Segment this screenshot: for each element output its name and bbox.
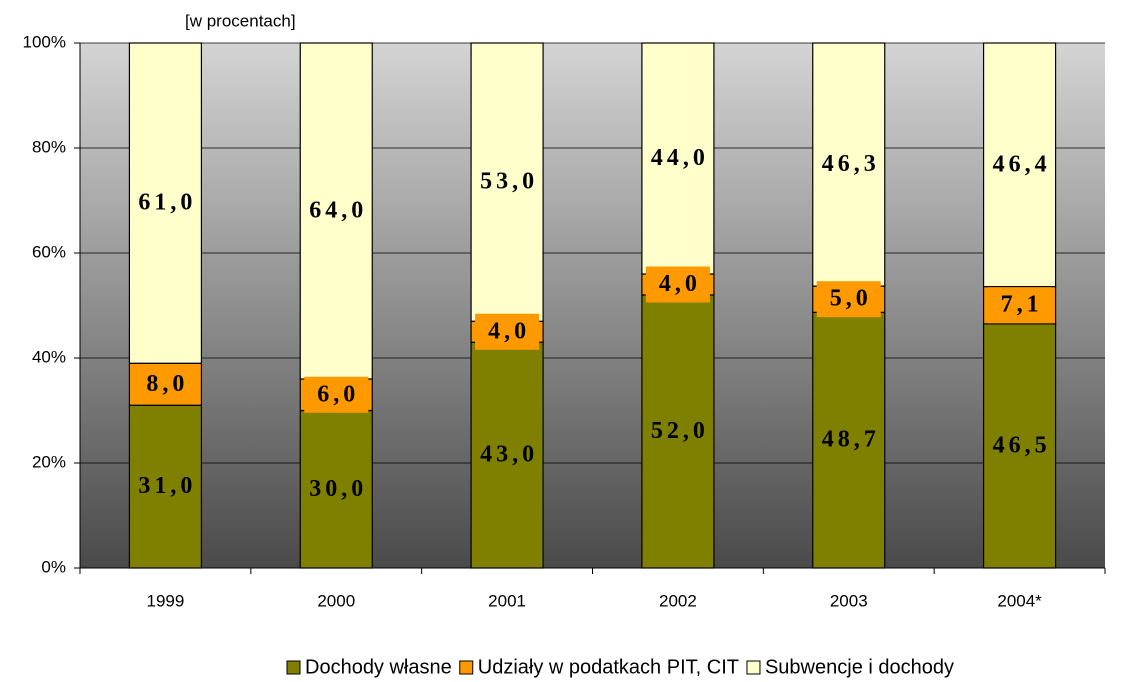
value-label: 8,0 (146, 371, 188, 397)
value-label: 46,5 (993, 432, 1051, 458)
legend-swatch (286, 660, 301, 675)
value-label: 43,0 (480, 442, 538, 468)
x-tick-label: 2000 (317, 591, 355, 610)
bar-segment (982, 323, 1057, 569)
y-tick-label: 20% (32, 452, 66, 471)
bar-segment (128, 404, 203, 569)
subtitle: [w procentach] (185, 11, 296, 30)
legend-label: Dochody własne (305, 656, 452, 678)
y-tick-label: 100% (23, 32, 66, 51)
bar-segment (641, 294, 715, 569)
value-label: 44,0 (651, 145, 709, 171)
value-label: 48,7 (822, 427, 880, 453)
label-background (816, 281, 881, 318)
legend-label: Subwencje i dochody (765, 656, 954, 678)
x-tick-label: 2001 (488, 591, 526, 610)
value-label: 52,0 (651, 418, 709, 444)
x-tick-label: 2004* (997, 591, 1042, 610)
value-label: 31,0 (138, 473, 196, 499)
bar-segment (470, 341, 544, 569)
x-tick-label: 2003 (830, 591, 868, 610)
value-label: 4,0 (488, 318, 530, 344)
bar-segment (812, 311, 886, 569)
value-label: 64,0 (309, 198, 367, 224)
value-label: 6,0 (317, 381, 359, 407)
value-label: 30,0 (309, 476, 367, 502)
label-background (645, 266, 710, 303)
bar-segment (982, 42, 1057, 288)
x-tick-label: 2002 (659, 591, 697, 610)
label-background (987, 287, 1052, 324)
legend-label: Udziały w podatkach PIT, CIT (478, 656, 739, 678)
legend-swatch (459, 660, 474, 675)
plot-area (80, 43, 1105, 568)
bar-segment (470, 42, 544, 322)
value-label: 61,0 (138, 190, 196, 216)
y-tick-label: 0% (41, 557, 66, 576)
value-label: 46,3 (822, 151, 880, 177)
label-background (475, 313, 540, 350)
value-label: 5,0 (830, 286, 872, 312)
legend-swatch (746, 660, 761, 675)
value-label: 7,1 (1001, 292, 1043, 318)
value-label: 53,0 (480, 169, 538, 195)
bar-segment (128, 42, 203, 364)
bar-segment (812, 42, 886, 287)
x-tick-label: 1999 (147, 591, 185, 610)
label-background (304, 376, 369, 413)
y-tick-label: 60% (32, 242, 66, 261)
value-label: 46,4 (993, 151, 1051, 177)
label-background (133, 366, 198, 403)
y-tick-label: 40% (32, 347, 66, 366)
y-tick-label: 80% (32, 137, 66, 156)
value-label: 4,0 (659, 271, 701, 297)
